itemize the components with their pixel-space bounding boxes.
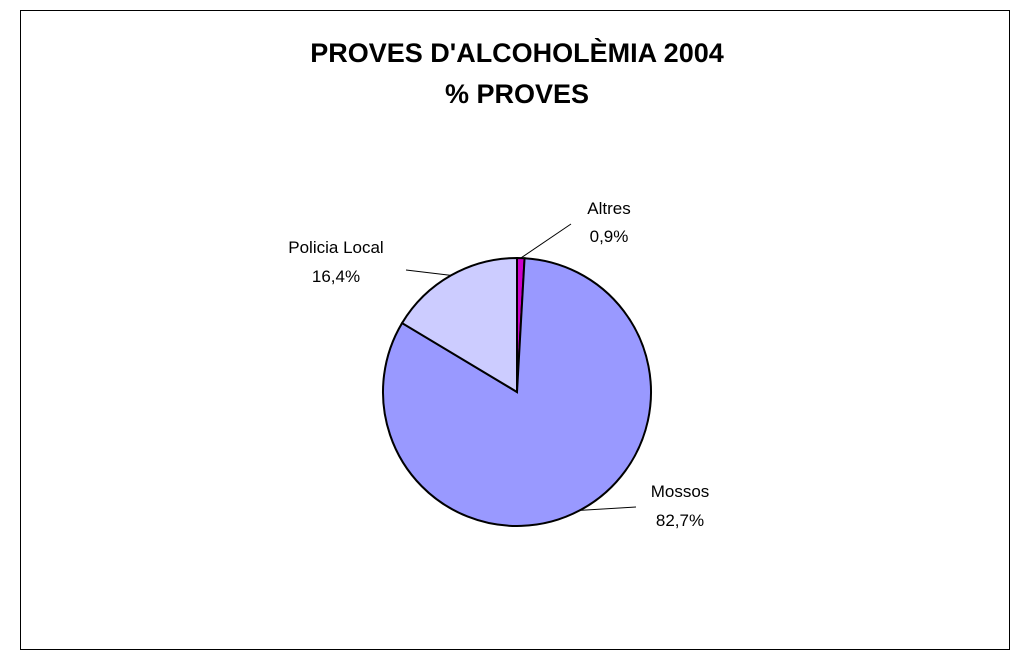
pie-slice-policia-local <box>400 256 518 394</box>
chart-subtitle: % PROVES <box>445 79 589 109</box>
pie-labels: Altres 0,9% Mossos 82,7% Policia Local 16,4% <box>288 199 709 530</box>
leader-line-altres <box>520 223 572 259</box>
slice-label-altres: Altres <box>587 199 630 218</box>
leader-line-mossos <box>579 506 637 511</box>
slice-label-mossos: Mossos <box>651 482 710 501</box>
slice-label-policia-local: Policia Local <box>288 238 383 257</box>
slice-value-altres: 0,9% <box>590 227 629 246</box>
slice-value-policia-local: 16,4% <box>312 267 360 286</box>
chart-title: PROVES D'ALCOHOLÈMIA 2004 <box>310 37 724 68</box>
pie-slices <box>382 256 652 527</box>
slice-value-mossos: 82,7% <box>656 511 704 530</box>
leader-line-policia-local <box>405 269 452 276</box>
